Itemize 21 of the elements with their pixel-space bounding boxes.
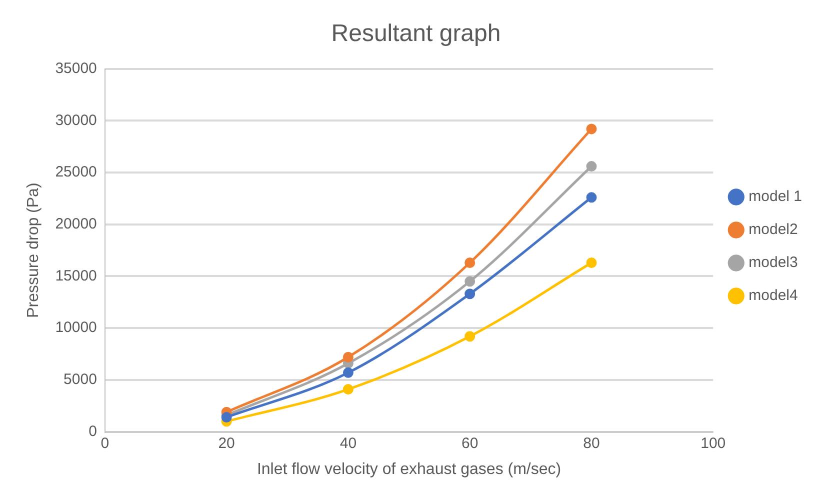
x-tick-label: 80 — [583, 434, 600, 452]
x-tick-label: 40 — [340, 434, 357, 452]
y-tick-label: 30000 — [55, 112, 97, 129]
y-tick-label: 10000 — [55, 319, 97, 336]
x-tick-label: 60 — [462, 434, 478, 452]
legend-label: model 1 — [748, 188, 802, 206]
y-tick-label: 35000 — [55, 60, 97, 77]
x-tick-label: 0 — [100, 434, 110, 452]
legend-label: model3 — [748, 254, 798, 272]
y-tick-label: 15000 — [55, 267, 97, 284]
y-axis-title: Pressure drop (Pa) — [25, 182, 42, 318]
x-tick-label: 100 — [700, 434, 726, 452]
y-tick-label: 25000 — [55, 164, 97, 181]
y-tick-label: 20000 — [55, 216, 97, 233]
chart-title: Resultant graph — [331, 20, 501, 48]
x-tick-label: 20 — [218, 434, 235, 452]
y-tick-label: 0 — [88, 422, 97, 440]
x-axis-title: Inlet flow velocity of exhaust gases (m/sec) — [256, 460, 562, 478]
legend-label: model4 — [748, 287, 798, 304]
y-tick-label: 5000 — [64, 371, 97, 388]
legend-label: model2 — [748, 221, 798, 238]
